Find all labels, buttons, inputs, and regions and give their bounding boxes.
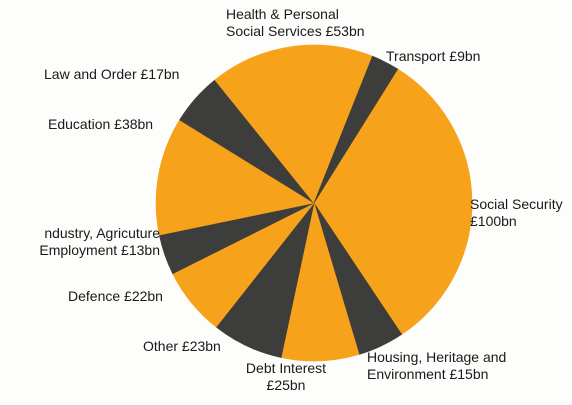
- pie-slice-9: [313, 55, 399, 204]
- label-debt-interest: Debt Interest £25bn: [245, 360, 327, 393]
- label-defence: Defence £22bn: [68, 288, 163, 304]
- label-law-and-order: Law and Order £17bn: [44, 66, 180, 82]
- label-housing: Housing, Heritage and Environment £15bn: [367, 349, 507, 382]
- label-social-security: Social Security £100bn: [470, 196, 563, 229]
- pie-slice-6: [155, 119, 315, 236]
- pie-slice-8: [214, 44, 373, 204]
- label-industry-agriculture: ndustry, Agricuture Employment £13bn: [39, 225, 160, 258]
- pie-slice-0: [313, 68, 473, 335]
- label-health-personal-social: Health & Personal Social Services £53bn: [226, 6, 365, 39]
- label-transport: Transport £9bn: [386, 48, 481, 64]
- label-other: Other £23bn: [143, 338, 221, 354]
- label-education: Education £38bn: [48, 116, 154, 132]
